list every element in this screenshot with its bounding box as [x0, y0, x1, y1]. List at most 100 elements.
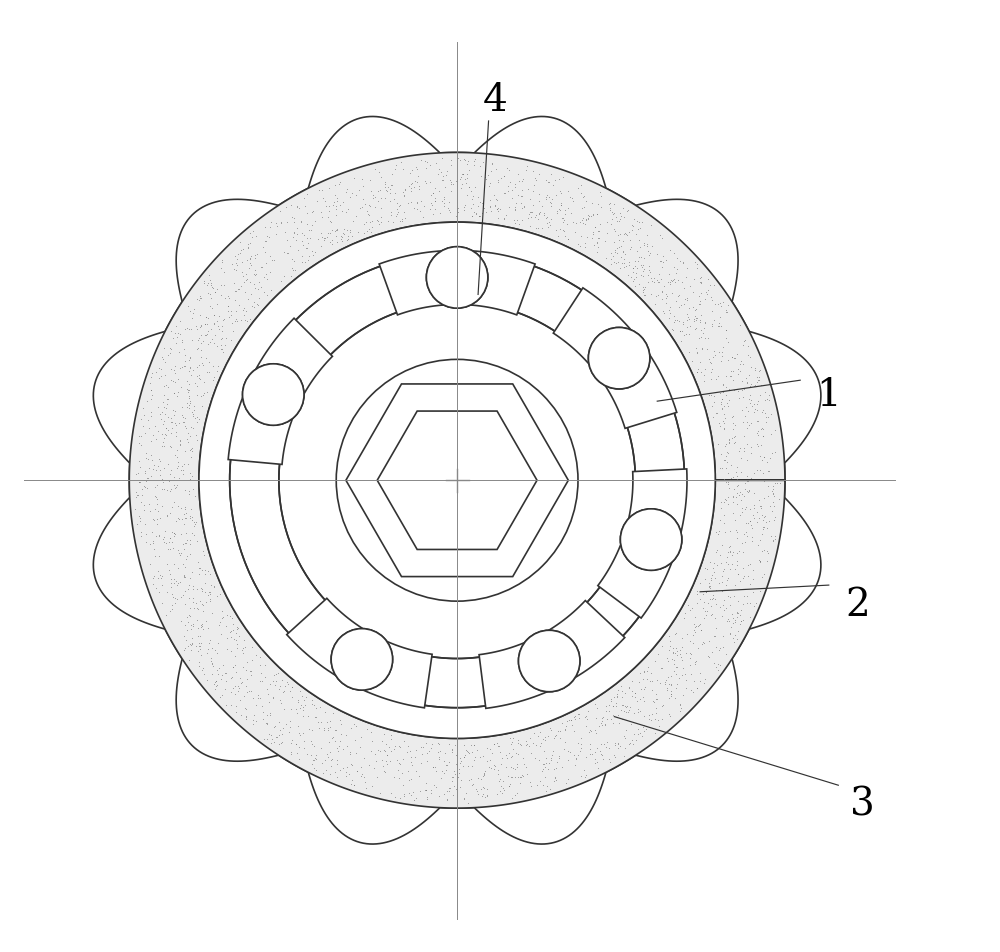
- Point: [621, 681, 637, 696]
- Point: [647, 725, 663, 741]
- Point: [635, 265, 651, 280]
- Point: [626, 272, 642, 288]
- Point: [377, 744, 393, 760]
- Point: [655, 255, 671, 270]
- Point: [199, 672, 215, 687]
- Point: [162, 484, 178, 499]
- Point: [722, 544, 738, 559]
- Point: [392, 198, 408, 213]
- Point: [363, 724, 379, 740]
- Point: [589, 741, 605, 756]
- Point: [198, 351, 214, 367]
- Point: [189, 388, 205, 404]
- Point: [552, 204, 568, 219]
- Point: [468, 782, 484, 797]
- Point: [151, 452, 167, 467]
- Point: [742, 557, 758, 572]
- Point: [635, 269, 651, 285]
- Point: [684, 601, 700, 616]
- Point: [752, 585, 768, 600]
- Point: [712, 600, 728, 615]
- Point: [205, 659, 221, 674]
- Point: [229, 641, 245, 656]
- Point: [181, 364, 197, 379]
- Point: [202, 566, 218, 582]
- Point: [601, 741, 617, 756]
- Point: [751, 369, 767, 385]
- Point: [156, 482, 172, 497]
- Point: [194, 399, 210, 414]
- Point: [189, 368, 205, 384]
- Point: [715, 386, 731, 401]
- Point: [195, 388, 211, 404]
- Point: [186, 515, 202, 530]
- Point: [443, 159, 459, 174]
- Point: [145, 571, 161, 586]
- Point: [369, 769, 385, 784]
- Point: [494, 750, 510, 765]
- Point: [692, 275, 708, 290]
- Point: [636, 288, 652, 303]
- Point: [154, 350, 170, 366]
- Point: [482, 742, 498, 757]
- Point: [537, 729, 553, 744]
- Point: [294, 688, 310, 704]
- Point: [200, 337, 216, 352]
- Point: [141, 461, 157, 476]
- Point: [758, 515, 774, 530]
- Point: [677, 666, 693, 682]
- Point: [697, 331, 713, 347]
- Point: [722, 626, 738, 642]
- Point: [729, 558, 745, 573]
- Text: 4: 4: [483, 82, 508, 118]
- Point: [159, 483, 175, 498]
- Point: [549, 205, 565, 220]
- Point: [259, 716, 275, 731]
- Point: [185, 619, 201, 634]
- Point: [323, 752, 339, 767]
- Point: [456, 152, 472, 168]
- Point: [622, 700, 638, 715]
- Point: [403, 750, 419, 765]
- Point: [213, 342, 229, 357]
- Point: [354, 201, 370, 216]
- Point: [716, 472, 732, 487]
- Point: [678, 681, 694, 696]
- Point: [203, 291, 219, 307]
- Point: [151, 527, 167, 543]
- Point: [136, 503, 152, 518]
- Point: [689, 261, 705, 276]
- Point: [754, 545, 770, 560]
- Point: [501, 163, 517, 178]
- Point: [751, 511, 767, 526]
- Point: [297, 255, 313, 270]
- Point: [759, 544, 775, 559]
- Point: [406, 792, 422, 807]
- Point: [682, 658, 698, 673]
- Point: [311, 184, 327, 199]
- Point: [479, 788, 495, 803]
- Point: [718, 493, 734, 508]
- Point: [174, 360, 190, 375]
- Point: [571, 711, 587, 726]
- Point: [195, 334, 211, 349]
- Point: [607, 224, 623, 239]
- Point: [557, 735, 573, 750]
- Point: [516, 756, 532, 771]
- Point: [206, 336, 222, 351]
- Point: [150, 424, 166, 439]
- Point: [179, 533, 195, 548]
- Point: [710, 663, 726, 678]
- Point: [689, 681, 705, 696]
- Point: [165, 403, 181, 418]
- Point: [180, 383, 196, 398]
- Point: [613, 703, 629, 718]
- Point: [316, 723, 332, 738]
- Point: [178, 536, 194, 551]
- Point: [175, 537, 191, 552]
- Point: [283, 735, 299, 750]
- Point: [663, 687, 679, 703]
- Point: [174, 511, 190, 526]
- Point: [185, 407, 201, 422]
- Point: [750, 538, 766, 553]
